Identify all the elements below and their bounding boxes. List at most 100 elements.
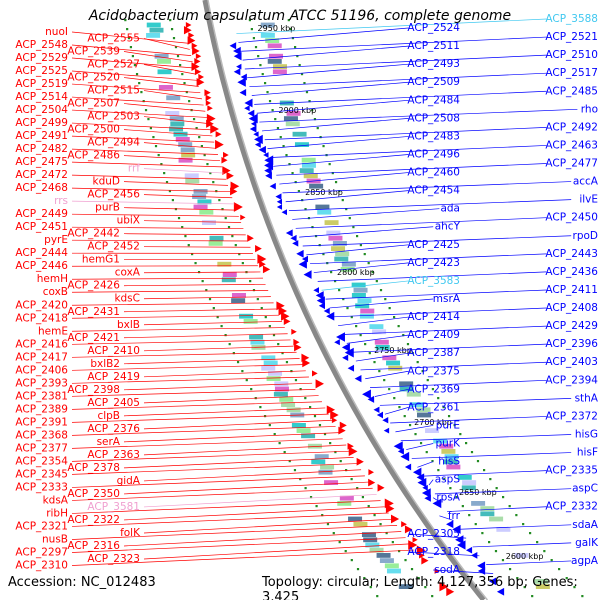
- tick-dot: [326, 523, 330, 526]
- tick-dot: [474, 523, 477, 526]
- tick-dot: [299, 478, 302, 481]
- tick-dot: [411, 352, 414, 355]
- reverse-gene-arrow: [416, 473, 425, 482]
- gene-label-right: sthA: [575, 392, 599, 404]
- tick-dot: [459, 433, 462, 436]
- tick-dot: [489, 478, 492, 481]
- cog-category-block: [274, 381, 289, 387]
- gene-label-left: kdsA: [43, 494, 69, 506]
- gene-label-left: ACP_2456: [87, 189, 140, 201]
- tick-dot: [294, 379, 298, 382]
- reverse-gene-arrow: [404, 463, 412, 471]
- cog-category-block: [165, 111, 180, 116]
- tick-dot: [334, 451, 337, 454]
- tick-dot: [252, 289, 256, 292]
- cog-category-block: [360, 308, 375, 314]
- left-leader-line: [71, 389, 316, 397]
- tick-dot: [224, 217, 227, 220]
- gene-label-right: ACP_2361: [407, 401, 460, 413]
- cog-category-block: [369, 324, 384, 329]
- forward-gene-arrow: [233, 202, 243, 212]
- left-leader-line: [71, 512, 389, 527]
- tick-dot: [212, 181, 215, 184]
- reverse-gene-arrow: [400, 451, 410, 462]
- tick-dot: [203, 154, 206, 157]
- cog-category-block: [353, 287, 368, 293]
- forward-gene-arrow: [302, 358, 311, 368]
- forward-gene-arrow: [206, 113, 216, 124]
- left-leader-line: [71, 401, 322, 410]
- tick-dot: [294, 181, 297, 184]
- tick-dot: [431, 388, 435, 391]
- cog-category-block: [154, 53, 169, 59]
- gene-label-right: ACP_2509: [407, 76, 460, 88]
- tick-dot: [127, 37, 131, 40]
- tick-dot: [176, 55, 180, 58]
- gene-label-right: ACP_2375: [407, 365, 460, 377]
- gene-label-right: ACP_2450: [545, 212, 598, 224]
- gene-label-right: ACP_2425: [407, 239, 460, 251]
- tick-dot: [373, 361, 376, 364]
- tick-dot: [297, 190, 301, 193]
- tick-dot: [371, 271, 374, 274]
- right-leader-line: [342, 325, 547, 335]
- forward-gene-arrow: [446, 587, 455, 597]
- tick-dot: [322, 253, 325, 256]
- cog-category-block: [193, 189, 208, 194]
- tick-dot: [241, 262, 244, 265]
- cog-category-block: [399, 386, 414, 392]
- tick-dot: [254, 46, 258, 49]
- tick-dot: [289, 28, 292, 31]
- tick-dot: [305, 91, 309, 94]
- gene-label-left: ACP_2449: [15, 208, 68, 220]
- forward-gene-arrow: [419, 552, 425, 559]
- left-leader-line: [143, 142, 217, 149]
- forward-gene-arrow: [222, 166, 231, 176]
- tick-dot: [329, 442, 332, 445]
- right-leader-line: [351, 343, 547, 353]
- tick-dot: [236, 361, 240, 364]
- cog-category-block: [231, 293, 246, 298]
- forward-gene-arrow: [312, 370, 318, 377]
- left-leader-line: [71, 426, 336, 436]
- reverse-gene-arrow: [281, 209, 288, 216]
- right-leader-line: [390, 416, 547, 424]
- reverse-gene-arrow: [354, 374, 362, 383]
- right-leader-line: [299, 226, 434, 238]
- tick-dot: [338, 541, 341, 544]
- tick-dot: [476, 460, 480, 463]
- left-leader-line: [71, 122, 211, 131]
- cog-category-block: [292, 131, 307, 137]
- map-title: Acidobacterium capsulatum ATCC 51196, co…: [88, 8, 512, 24]
- tick-dot: [338, 190, 341, 193]
- tick-dot: [321, 514, 324, 517]
- tick-dot: [373, 514, 376, 517]
- tick-dot: [276, 127, 280, 130]
- left-leader-line: [143, 194, 233, 199]
- cog-category-block: [441, 449, 456, 454]
- cog-category-block: [376, 553, 391, 558]
- left-leader-line: [71, 148, 219, 155]
- tick-dot: [298, 64, 301, 67]
- tick-dot: [536, 541, 539, 544]
- gene-label-left: ACP_2515: [87, 85, 140, 97]
- gene-label-left: ACP_2426: [67, 280, 120, 292]
- gene-label-left: ACP_2500: [67, 124, 120, 136]
- tick-dot: [328, 163, 331, 166]
- gene-label-left: kduD: [93, 176, 121, 188]
- tick-dot: [410, 568, 414, 571]
- tick-dot: [402, 334, 405, 337]
- tick-dot: [200, 145, 204, 148]
- gene-label-left: ACP_2520: [67, 72, 120, 84]
- tick-dot: [355, 325, 358, 328]
- gene-label-left: ACP_2431: [67, 306, 120, 318]
- gene-label-left: rrf: [128, 163, 140, 175]
- reverse-gene-arrow: [315, 291, 324, 300]
- gene-label-left: bxlB: [117, 319, 140, 331]
- gene-label-left: ACP_2393: [15, 377, 68, 389]
- reverse-gene-arrow: [465, 546, 473, 554]
- cog-category-block: [267, 43, 282, 49]
- cog-category-block: [334, 256, 349, 262]
- right-leader-line: [459, 524, 572, 530]
- tick-dot: [344, 550, 347, 553]
